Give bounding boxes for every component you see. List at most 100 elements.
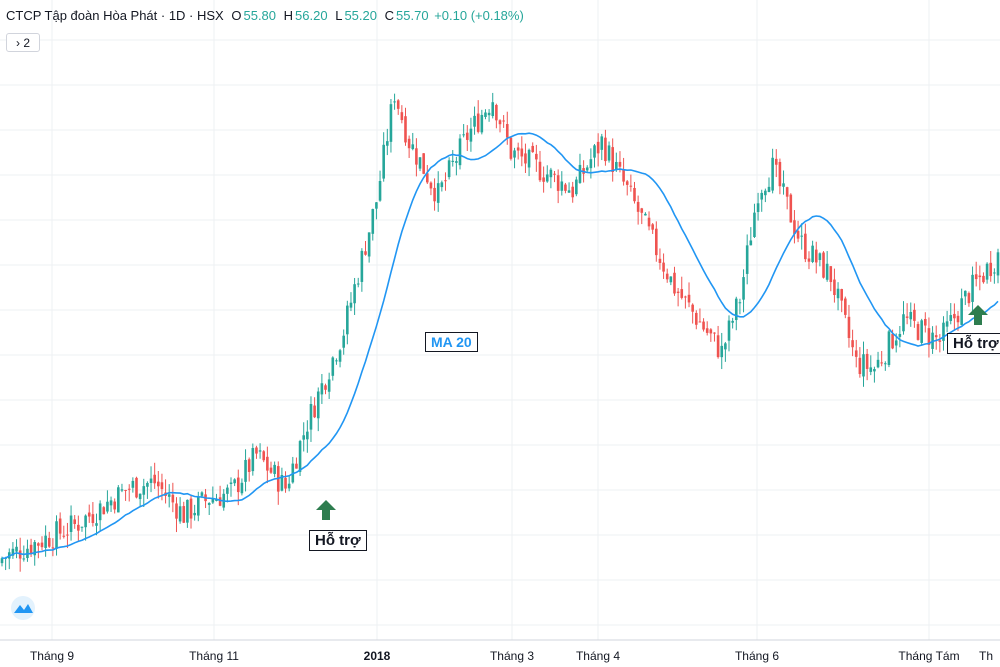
candle-body [567, 190, 571, 193]
candle-body [389, 104, 393, 142]
candle-body [258, 450, 262, 452]
candle-body [400, 112, 404, 121]
candle-body [894, 340, 898, 346]
candle-body [996, 252, 1000, 276]
candle-body [418, 157, 422, 169]
candle-body [0, 558, 4, 564]
candle-body [211, 498, 215, 503]
candle-body [327, 379, 331, 392]
candle-body [324, 385, 327, 390]
candle-body [186, 499, 189, 523]
candle-body [458, 138, 462, 166]
candle-body [484, 112, 487, 117]
candle-body [687, 294, 691, 303]
candle-body [927, 328, 931, 345]
candle-body [516, 147, 520, 151]
candle-body [636, 201, 640, 212]
candle-body [15, 546, 18, 552]
candle-body [745, 245, 749, 274]
candle-body [945, 321, 949, 327]
candle-body [800, 235, 804, 237]
candle-body [451, 160, 455, 162]
candle-body [342, 335, 345, 348]
candle-body [785, 187, 789, 197]
candle-body [920, 320, 923, 343]
candle-body [989, 262, 993, 277]
candle-body [157, 481, 160, 487]
candle-body [974, 274, 978, 280]
candle-body [967, 293, 971, 304]
candle-body [462, 134, 465, 136]
candle-body [240, 482, 244, 494]
collapse-indicators-button[interactable]: › 2 [6, 33, 40, 52]
x-tick-label: Th [978, 649, 994, 663]
candle-body [564, 184, 567, 191]
candle-body [535, 153, 538, 160]
candle-body [480, 114, 484, 133]
candle-body [520, 148, 524, 157]
candle-body [782, 183, 785, 187]
candle-body [774, 158, 778, 165]
candle-body [167, 494, 171, 497]
candle-body [313, 405, 316, 418]
candle-body [542, 177, 545, 182]
candle-body [611, 147, 614, 173]
candle-body [269, 467, 273, 473]
candle-body [814, 249, 818, 263]
candle-body [891, 333, 894, 349]
candle-body [753, 212, 756, 237]
candle-body [676, 291, 680, 293]
candle-body [985, 263, 989, 280]
candle-body [436, 183, 440, 203]
candle-body [487, 112, 491, 116]
candle-body [869, 367, 873, 372]
candle-body [625, 181, 629, 185]
candle-body [29, 544, 33, 554]
candle-body [375, 202, 378, 209]
candle-body [262, 451, 266, 461]
change-value: +0.10 (+0.18%) [434, 8, 524, 23]
tradingview-logo-icon[interactable] [8, 595, 38, 621]
candle-body [909, 311, 913, 320]
x-tick-label: Tháng 6 [734, 649, 780, 663]
x-tick-label: Tháng Tám [898, 649, 960, 663]
candle-body [658, 258, 662, 263]
candle-body [378, 180, 382, 201]
candle-body [709, 329, 713, 334]
candle-body [495, 104, 498, 121]
candle-body [502, 120, 505, 122]
candle-body [644, 213, 647, 216]
candle-body [698, 321, 702, 323]
candle-body [251, 448, 255, 472]
candle-body [934, 335, 938, 338]
candle-body [473, 115, 476, 127]
candle-body [491, 102, 495, 117]
x-tick-label: Tháng 3 [489, 649, 535, 663]
candle-body [47, 537, 51, 547]
candle-body [77, 524, 80, 531]
candle-body [215, 499, 218, 501]
candle-body [73, 519, 77, 524]
candle-body [120, 489, 124, 491]
candle-body [571, 186, 575, 198]
candle-body [622, 169, 625, 182]
candle-body [724, 343, 727, 350]
candle-body [734, 298, 738, 321]
candle-body [69, 515, 73, 533]
candle-body [364, 251, 367, 255]
candle-body [825, 263, 829, 280]
candle-body [684, 296, 687, 298]
candle-body [393, 101, 396, 103]
candle-body [829, 266, 833, 283]
candle-body [18, 550, 22, 559]
candle-body [807, 258, 811, 262]
candle-body [207, 502, 211, 505]
candle-body [62, 535, 66, 537]
support-label-2: Hỗ trợ [947, 333, 1000, 354]
open-value: 55.80 [243, 8, 277, 23]
candle-body [98, 503, 102, 521]
candle-body [655, 228, 658, 256]
candle-body [44, 535, 47, 548]
candle-body [913, 309, 916, 321]
